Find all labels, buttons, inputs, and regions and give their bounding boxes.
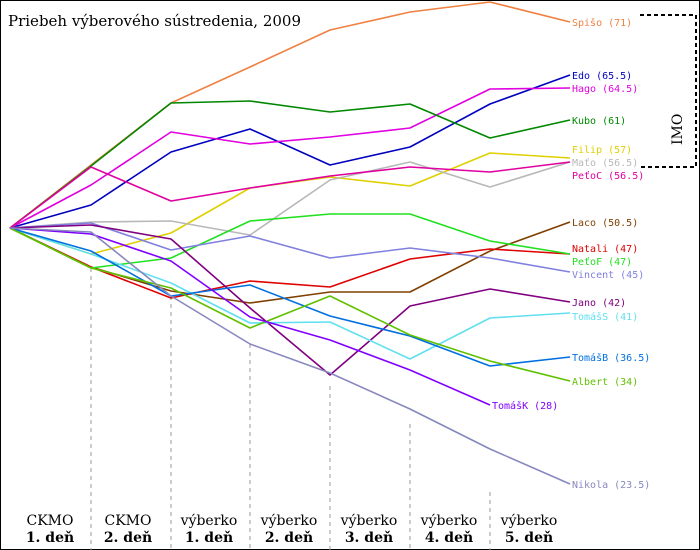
series-lines: [9, 1, 571, 485]
chart-title: Priebeh výberového sústredenia, 2009: [8, 12, 301, 30]
series-label-laco: Laco (50.5): [572, 218, 638, 229]
series-label-edo: Edo (65.5): [572, 71, 632, 82]
series-label-vincent: Vincent (45): [572, 270, 644, 281]
x-label-line2: 2. deň: [265, 530, 313, 546]
series-label-peťoc: PeťoC (56.5): [572, 170, 644, 182]
series-line-hago: [9, 87, 571, 229]
imo-bracket-line: [640, 14, 697, 168]
x-label-line1: CKMO: [105, 513, 152, 529]
x-label-line1: výberko: [500, 512, 558, 529]
series-line-spišo: [9, 1, 571, 229]
series-label-tomášs: TomášS (41): [572, 311, 638, 323]
x-label-line2: 5. deň: [505, 530, 553, 546]
series-label-hago: Hago (64.5): [572, 84, 638, 95]
stage-guides: [90, 268, 491, 550]
series-label-albert: Albert (34): [572, 377, 638, 388]
series-label-spišo: Spišo (71): [572, 17, 632, 29]
series-line-albert: [9, 227, 571, 382]
series-label-maťo: Maťo (56.5): [572, 157, 638, 169]
series-label-filip: Filip (57): [572, 145, 632, 156]
series-line-nikola: [9, 227, 571, 485]
series-line-kubo: [9, 100, 571, 229]
series-line-maťo: [9, 161, 571, 236]
x-label-line1: výberko: [340, 512, 398, 529]
x-label-line2: 3. deň: [345, 530, 393, 546]
x-label-line2: 1. deň: [185, 530, 233, 546]
x-label-line2: 1. deň: [26, 530, 74, 546]
series-line-natali: [9, 227, 571, 299]
series-line-edo: [9, 74, 571, 229]
x-label-line1: výberko: [260, 512, 318, 529]
series-label-kubo: Kubo (61): [572, 116, 626, 127]
series-label-tomášb: TomášB (36.5): [572, 352, 650, 364]
series-line-tomášk: [9, 227, 491, 406]
series-label-natali: Natali (47): [572, 244, 638, 255]
series-label-nikola: Nikola (23.5): [572, 480, 650, 491]
x-label-line2: 2. deň: [104, 530, 152, 546]
series-line-tomášb: [9, 227, 571, 367]
series-line-peťoc: [9, 161, 571, 229]
x-label-line1: CKMO: [27, 513, 74, 529]
series-label-peťof: PeťoF (47): [572, 256, 632, 268]
imo-label: IMO: [670, 114, 686, 145]
series-labels: Spišo (71) Edo (65.5) Hago (64.5) Kubo (61)…: [492, 17, 650, 491]
x-label-line1: výberko: [180, 512, 238, 529]
x-label-line2: 4. deň: [425, 530, 473, 546]
series-label-tomášk: TomášK (28): [492, 400, 558, 412]
series-line-peťof: [9, 213, 571, 269]
series-line-vincent: [9, 222, 571, 273]
x-label-line1: výberko: [420, 512, 478, 529]
imo-bracket: IMO: [640, 14, 697, 168]
series-line-jano: [9, 224, 571, 376]
series-label-jano: Jano (42): [572, 298, 626, 309]
